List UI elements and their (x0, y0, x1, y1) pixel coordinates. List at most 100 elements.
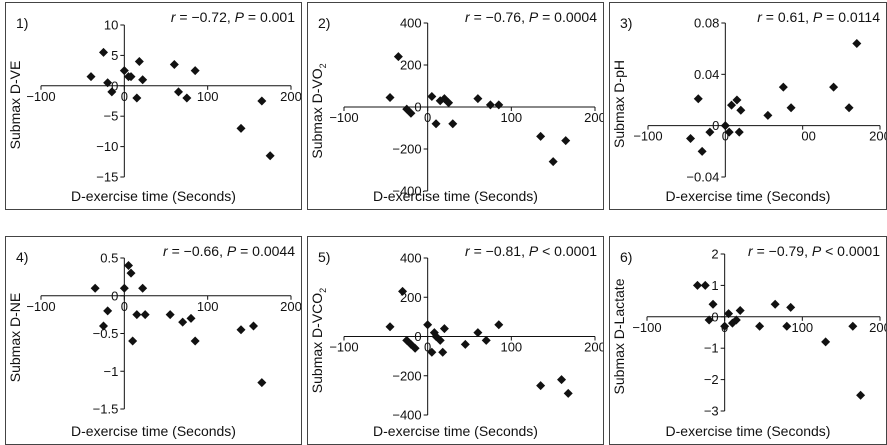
data-point (90, 283, 100, 293)
stats-stat-r: r (465, 243, 471, 259)
stats-stat-p: P (227, 243, 237, 259)
x-axis-label: D-exercise time (Seconds) (666, 188, 831, 204)
data-point (732, 95, 742, 105)
y-tick-label: 2 (711, 247, 718, 262)
panel-4: −100 0 100 200 −1.5 −1 −0.5 0 0.5 4) r = −0.66, P … (5, 236, 302, 445)
x-tick-label: −100 (329, 110, 358, 125)
y-axis-label-text: Submax D-Lactate (611, 278, 627, 394)
data-point (693, 94, 703, 104)
data-point (435, 335, 445, 345)
x-tick-label: 100 (500, 340, 522, 355)
data-point (720, 121, 730, 131)
data-point (190, 336, 200, 346)
y-tick-label: −3 (704, 404, 719, 419)
data-point (385, 322, 395, 332)
data-point (731, 315, 741, 325)
data-point (427, 92, 437, 101)
stats-stat-p-value: = 0.001 (244, 9, 295, 25)
panel-label: 3) (620, 15, 632, 31)
data-point (423, 320, 433, 330)
scatter-chart-2: −100 0 100 200 −400 −200 0 200 400 2) r = −0.76, P… (309, 9, 603, 204)
y-tick-label: −400 (392, 184, 421, 199)
stats-stat-r: r (748, 243, 754, 259)
y-tick-label: 10 (104, 18, 118, 33)
x-tick-label: 100 (500, 110, 522, 125)
y-tick-label: 0.08 (694, 16, 719, 31)
y-tick-label: 0 (111, 288, 118, 303)
data-point (460, 339, 470, 349)
data-point (265, 151, 275, 161)
data-point (410, 343, 420, 353)
data-point (561, 136, 571, 146)
panel-label: 1) (16, 15, 28, 31)
data-point (704, 315, 714, 325)
data-point (435, 96, 445, 106)
data-point (755, 321, 765, 331)
data-point (186, 313, 196, 323)
x-axis-label: D-exercise time (Seconds) (666, 423, 831, 439)
stats-annotation: r = −0.76, P = 0.0004 (465, 9, 597, 25)
stats-stat-r: r (465, 9, 471, 25)
stats-stat-r-value: = −0.72, (175, 9, 234, 25)
data-point (99, 47, 108, 57)
stats-annotation: r = −0.72, P = 0.001 (171, 9, 295, 25)
x-tick-label: 100 (791, 320, 813, 335)
data-point (821, 337, 831, 347)
y-tick-label: 0 (711, 309, 718, 324)
data-point (138, 283, 148, 293)
stats-stat-r-value: = −0.66, (168, 243, 227, 259)
data-point (727, 100, 737, 110)
y-axis-label: Submax D-Lactate (611, 278, 627, 394)
x-axis-label: D-exercise time (Seconds) (373, 188, 538, 204)
stats-annotation: r = −0.66, P = 0.0044 (163, 243, 295, 259)
data-point (736, 105, 746, 115)
data-point (182, 93, 192, 103)
data-point (124, 261, 133, 271)
x-tick-label: 200 (584, 110, 603, 125)
y-tick-label: 0 (414, 100, 421, 115)
stats-stat-p-value: = 0.0044 (236, 243, 295, 259)
data-point (708, 299, 718, 309)
data-point (169, 60, 179, 70)
y-tick-label: −0.5 (93, 326, 119, 341)
data-point (138, 75, 148, 85)
data-point (140, 310, 150, 320)
y-tick-label: 400 (400, 251, 422, 266)
y-axis-label-text: Submax D-NE (7, 293, 23, 382)
y-tick-label: 0 (414, 329, 421, 344)
stats-annotation: r = −0.79, P < 0.0001 (748, 243, 880, 259)
stats-stat-p: P (529, 9, 539, 25)
y-tick-label: −15 (96, 170, 118, 185)
data-point (439, 324, 449, 334)
data-point (856, 390, 866, 400)
y-tick-label: −400 (392, 408, 421, 423)
data-point (438, 347, 448, 357)
x-tick-label: −100 (633, 129, 662, 144)
y-axis-label: Submax D-VO2 (309, 63, 328, 158)
data-point (481, 335, 491, 345)
data-point (444, 98, 454, 108)
stats-stat-r-value: = −0.81, (470, 243, 529, 259)
y-axis-label: Submax D-pH (611, 60, 627, 148)
data-point (485, 100, 495, 110)
stats-stat-r: r (163, 243, 169, 259)
x-tick-label: 200 (869, 320, 886, 335)
x-tick-label: 0 (424, 340, 431, 355)
data-point (103, 306, 113, 316)
x-tick-label-partial: 00 (801, 129, 815, 144)
stats-annotation: r = 0.61, P = 0.0114 (757, 9, 880, 25)
data-point (844, 103, 854, 113)
x-tick-label: −100 (26, 89, 55, 104)
data-point (174, 87, 183, 97)
data-point (99, 321, 108, 331)
data-point (829, 82, 839, 92)
panel-label: 5) (318, 249, 330, 265)
data-point (190, 66, 200, 76)
data-point (406, 339, 416, 349)
x-tick-label: 200 (584, 340, 603, 355)
